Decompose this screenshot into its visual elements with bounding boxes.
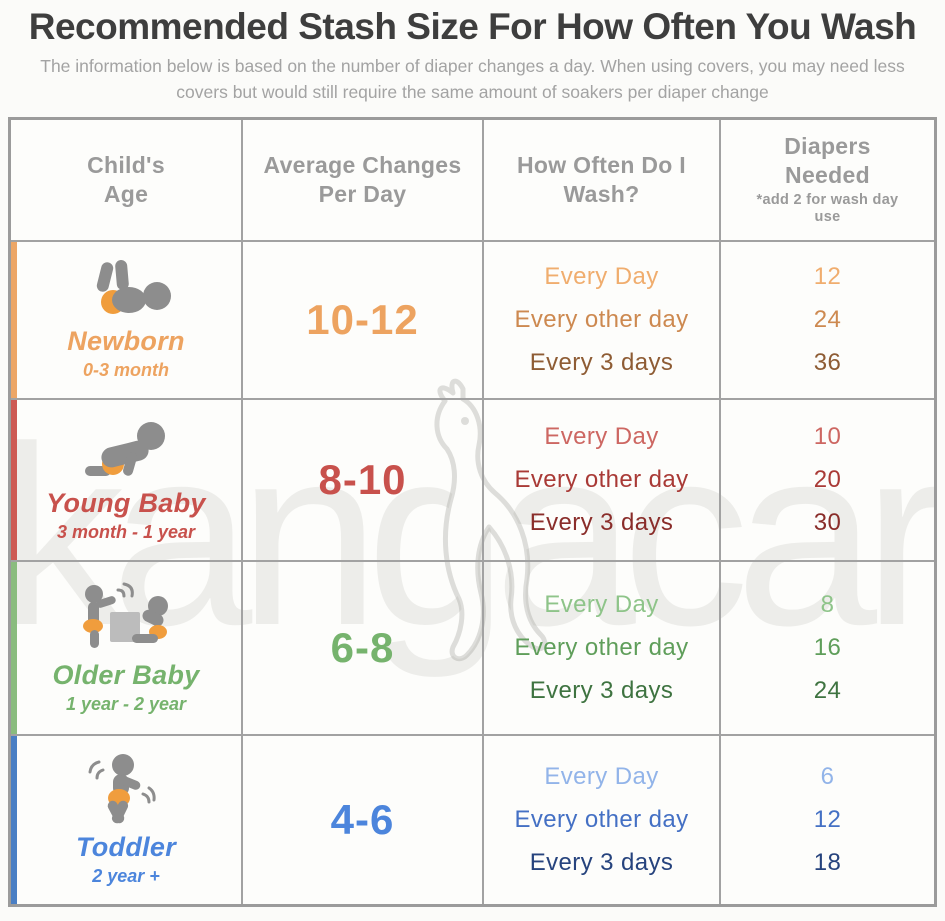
diapers-count: 12 (813, 262, 842, 290)
age-range-label: 2 year + (92, 866, 160, 886)
wash-frequency-label: Every Day (544, 762, 659, 790)
diapers-count: 36 (813, 348, 842, 376)
page-title: Recommended Stash Size For How Often You… (28, 6, 917, 47)
wash-frequency-label: Every other day (514, 465, 689, 493)
header-average-changes: Average Changes Per Day (241, 119, 482, 240)
diapers-count: 8 (820, 590, 835, 618)
diapers-count: 18 (813, 848, 842, 876)
changes-per-day-value: 6-8 (330, 623, 395, 671)
wash-frequency-label: Every 3 days (529, 676, 674, 704)
playing-toddlers-icon (83, 582, 168, 648)
age-cell: Newborn 0-3 month (11, 241, 241, 398)
age-group-label: Newborn (67, 326, 185, 356)
diapers-count: 24 (813, 676, 842, 704)
diapers-count: 20 (813, 465, 842, 493)
diapers-count: 16 (813, 633, 842, 661)
row-accent-bar (11, 735, 17, 904)
wash-frequency-label: Every other day (514, 305, 689, 333)
header-how-often-wash: How Often Do I Wash? (482, 119, 719, 240)
age-cell: Toddler 2 year + (11, 735, 241, 904)
diapers-count: 10 (813, 422, 842, 450)
table-row-newborn: Newborn 0-3 month 10-12 Every Day Every … (11, 239, 934, 398)
age-group-label: Older Baby (52, 660, 200, 690)
header-childs-age: Child's Age (11, 120, 241, 240)
wash-frequency-cell: Every Day Every other day Every 3 days (482, 735, 719, 904)
row-accent-bar (11, 561, 17, 734)
age-group-label: Toddler (75, 832, 177, 862)
wash-frequency-label: Every other day (514, 805, 689, 833)
header-line: Age (103, 180, 149, 207)
table-row-toddler: Toddler 2 year + 4-6 Every Day Every oth… (11, 733, 934, 904)
header-line: How Often Do I (516, 151, 687, 178)
crawling-baby-icon (85, 422, 165, 476)
page-subtitle: The information below is based on the nu… (40, 56, 905, 103)
age-range-label: 3 month - 1 year (56, 522, 196, 542)
changes-cell: 6-8 (241, 561, 482, 734)
header-line: Per Day (318, 180, 407, 207)
header-line: Needed (785, 162, 870, 189)
wash-frequency-label: Every 3 days (529, 508, 674, 536)
row-accent-bar (11, 241, 17, 398)
diapers-count: 30 (813, 508, 842, 536)
age-cell: Older Baby 1 year - 2 year (11, 561, 241, 734)
diapers-count: 12 (813, 805, 842, 833)
wash-frequency-cell: Every Day Every other day Every 3 days (482, 241, 719, 398)
changes-cell: 8-10 (241, 399, 482, 560)
wash-frequency-label: Every 3 days (529, 848, 674, 876)
newborn-lying-baby-icon (96, 260, 171, 314)
stash-size-table: kangacare Child's Age Average Changes Pe… (8, 116, 937, 907)
walking-toddler-icon (88, 754, 156, 824)
header-diapers-needed: Diapers Needed *add 2 for wash day use (719, 119, 934, 240)
changes-cell: 4-6 (241, 735, 482, 904)
diapers-needed-cell: 12 24 36 (719, 241, 934, 398)
wash-frequency-label: Every Day (544, 590, 659, 618)
table-header-row: Child's Age Average Changes Per Day How … (11, 119, 934, 240)
wash-frequency-label: Every Day (544, 262, 659, 290)
table-row-young-baby: Young Baby 3 month - 1 year 8-10 Every D… (11, 397, 934, 560)
age-range-label: 0-3 month (82, 360, 169, 380)
age-group-label: Young Baby (46, 488, 206, 518)
age-range-label: 1 year - 2 year (65, 694, 187, 714)
table-row-older-baby: Older Baby 1 year - 2 year 6-8 Every Day… (11, 559, 934, 734)
diapers-needed-cell: 8 16 24 (719, 561, 934, 734)
changes-per-day-value: 10-12 (306, 295, 419, 343)
diapers-needed-cell: 10 20 30 (719, 399, 934, 560)
wash-frequency-cell: Every Day Every other day Every 3 days (482, 561, 719, 734)
header-line: Average Changes (263, 151, 462, 178)
age-cell: Young Baby 3 month - 1 year (11, 399, 241, 560)
changes-per-day-value: 8-10 (318, 455, 407, 503)
header-line: Wash? (563, 180, 640, 207)
diapers-count: 24 (813, 305, 842, 333)
wash-frequency-label: Every other day (514, 633, 689, 661)
wash-frequency-label: Every 3 days (529, 348, 674, 376)
diapers-count: 6 (820, 762, 835, 790)
header-line: Child's (87, 151, 165, 178)
diapers-needed-cell: 6 12 18 (719, 735, 934, 904)
changes-per-day-value: 4-6 (330, 795, 395, 843)
changes-cell: 10-12 (241, 241, 482, 398)
header-line: Diapers (784, 133, 871, 160)
row-accent-bar (11, 399, 17, 560)
header-diapers-note: *add 2 for wash day use (756, 191, 899, 226)
wash-frequency-cell: Every Day Every other day Every 3 days (482, 399, 719, 560)
wash-frequency-label: Every Day (544, 422, 659, 450)
